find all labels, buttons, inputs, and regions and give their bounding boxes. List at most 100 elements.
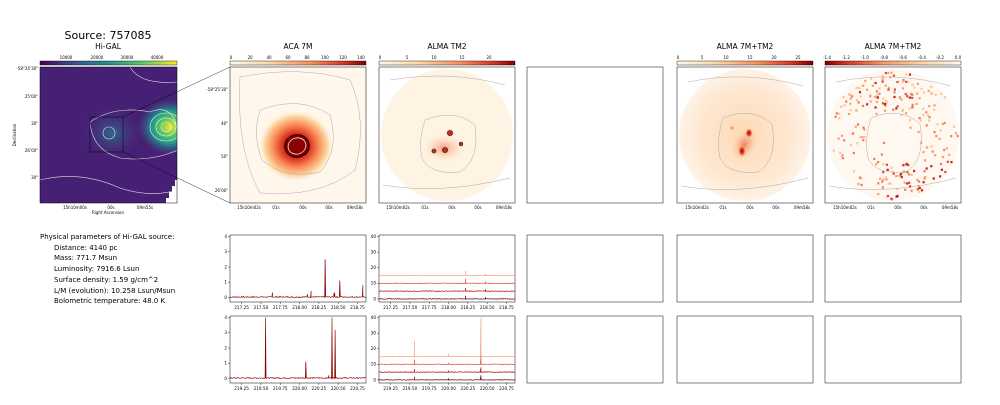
noise-pixel xyxy=(861,136,864,139)
noise-pixel xyxy=(910,93,913,96)
noise-pixel xyxy=(934,154,937,157)
noise-pixel xyxy=(920,189,924,192)
alma7mtm2-xtick: 15h10m02s xyxy=(685,205,709,210)
noise-pixel xyxy=(877,193,880,196)
neg-cbar-tick: 0.0 xyxy=(955,55,962,60)
y-tick-label: 10 xyxy=(371,281,377,286)
noise-pixel xyxy=(916,92,919,95)
noise-pixel xyxy=(837,112,840,115)
alma7mtm2-neg-title: ALMA 7M+TM2 xyxy=(865,42,922,51)
spectrum-frame xyxy=(378,315,516,384)
noise-pixel xyxy=(918,117,921,120)
higal-ytick-5: 30" xyxy=(31,175,38,180)
noise-pixel xyxy=(876,96,879,99)
noise-pixel xyxy=(917,130,920,134)
noise-pixel xyxy=(884,84,887,87)
aca7m-cbar-tick: 0 xyxy=(230,55,233,60)
noise-pixel xyxy=(898,96,901,99)
noise-pixel xyxy=(875,163,878,166)
noise-pixel xyxy=(908,107,911,110)
alma7mtm2-xtick: 00s xyxy=(746,205,753,210)
noise-pixel xyxy=(905,73,908,76)
aca7m-xtick: 15h10m02s xyxy=(237,205,261,210)
higal-cbar-tick-3: 30000 xyxy=(121,55,134,60)
alma7mtm2-xtick: 01s xyxy=(719,205,726,210)
y-tick-label: 20 xyxy=(371,265,377,270)
noise-pixel xyxy=(908,118,912,122)
noise-pixel xyxy=(884,176,888,179)
noise-pixel xyxy=(932,177,935,180)
aca7m-cbar-tick: 20 xyxy=(247,55,253,60)
noise-pixel xyxy=(849,102,852,105)
noise-pixel xyxy=(923,177,926,180)
zoom-lines xyxy=(122,66,231,204)
noise-pixel xyxy=(924,159,927,162)
noise-pixel xyxy=(848,113,851,116)
noise-pixel xyxy=(881,75,884,78)
alma7mtm2-cbar-tick: 10 xyxy=(723,55,729,60)
aca7m-cbar-tick: 140 xyxy=(357,55,365,60)
noise-pixel xyxy=(889,76,892,79)
noise-pixel xyxy=(911,103,914,106)
noise-pixel xyxy=(910,189,913,192)
noise-pixel xyxy=(881,186,884,189)
y-tick-label: 40 xyxy=(371,315,377,320)
noise-pixel xyxy=(899,173,903,176)
x-tick-label: 218.00 xyxy=(292,305,307,310)
x-tick-label: 220.25 xyxy=(312,386,327,391)
empty-spectrum-panel xyxy=(824,234,962,303)
noise-pixel xyxy=(945,147,948,150)
neg-xtick: 09m58s xyxy=(942,205,958,210)
higal-ytick-1: -58°24'30" xyxy=(16,66,38,71)
noise-pixel xyxy=(897,174,900,177)
noise-pixel xyxy=(887,71,890,74)
noise-pixel xyxy=(901,87,905,90)
aca7m-xtick: 09m58s xyxy=(347,205,363,210)
noise-pixel xyxy=(895,107,898,110)
noise-pixel xyxy=(928,104,931,108)
noise-pixel xyxy=(941,122,944,126)
noise-pixel xyxy=(950,161,953,164)
noise-pixel xyxy=(919,119,922,122)
noise-pixel xyxy=(857,183,860,186)
neg-cbar-tick: -0.4 xyxy=(918,55,926,60)
neg-cbar-tick: -1.2 xyxy=(842,55,850,60)
noise-pixel xyxy=(895,175,898,178)
noise-pixel xyxy=(918,190,921,193)
y-tick-label: 20 xyxy=(371,346,377,351)
higal-ylabel: Declination xyxy=(12,123,17,146)
spectrum-line xyxy=(378,278,516,285)
noise-pixel xyxy=(837,137,840,140)
alma7mtm2-neg-panel: ALMA 7M+TM2 -1.4 -1.2 -1.0 -0.8 -0.6 -0.… xyxy=(823,42,962,210)
alma7mtm2-xtick: 09m58s xyxy=(794,205,810,210)
aca7m-spectrum-lower: 0 1 2 3 4 219.25 219.50 219.75 220.00 220.25 220.5… xyxy=(224,315,367,391)
x-tick-label: 218.50 xyxy=(480,305,495,310)
noise-pixel xyxy=(870,77,873,80)
noise-pixel xyxy=(887,182,890,185)
param-distance: Distance: 4140 pc xyxy=(54,243,118,252)
noise-pixel xyxy=(863,135,866,139)
noise-pixel xyxy=(859,95,862,98)
empty-spectrum-panel xyxy=(526,315,664,384)
y-tick-label: 4 xyxy=(224,315,227,320)
param-lm-ratio: L/M (evolution): 10.258 Lsun/Msun xyxy=(54,286,176,295)
noise-pixel xyxy=(906,182,909,185)
neg-cbar-tick: -0.6 xyxy=(899,55,907,60)
param-mass: Mass: 771.7 Msun xyxy=(54,254,118,263)
noise-pixel xyxy=(857,101,860,104)
noise-pixel xyxy=(902,164,905,167)
neg-xtick: 01s xyxy=(867,205,874,210)
noise-pixel xyxy=(858,176,861,179)
noise-pixel xyxy=(925,146,929,149)
noise-pixel xyxy=(890,166,893,169)
noise-pixel xyxy=(905,112,908,115)
noise-pixel xyxy=(952,125,956,128)
y-tick-label: 3 xyxy=(224,330,227,335)
noise-pixel xyxy=(892,74,896,77)
noise-pixel xyxy=(908,181,911,184)
noise-pixel xyxy=(930,85,933,88)
alma7mtm2-neg-image xyxy=(827,69,959,201)
spectrum-line xyxy=(378,270,516,277)
noise-pixel xyxy=(917,180,920,183)
spectrum-line xyxy=(378,295,516,300)
